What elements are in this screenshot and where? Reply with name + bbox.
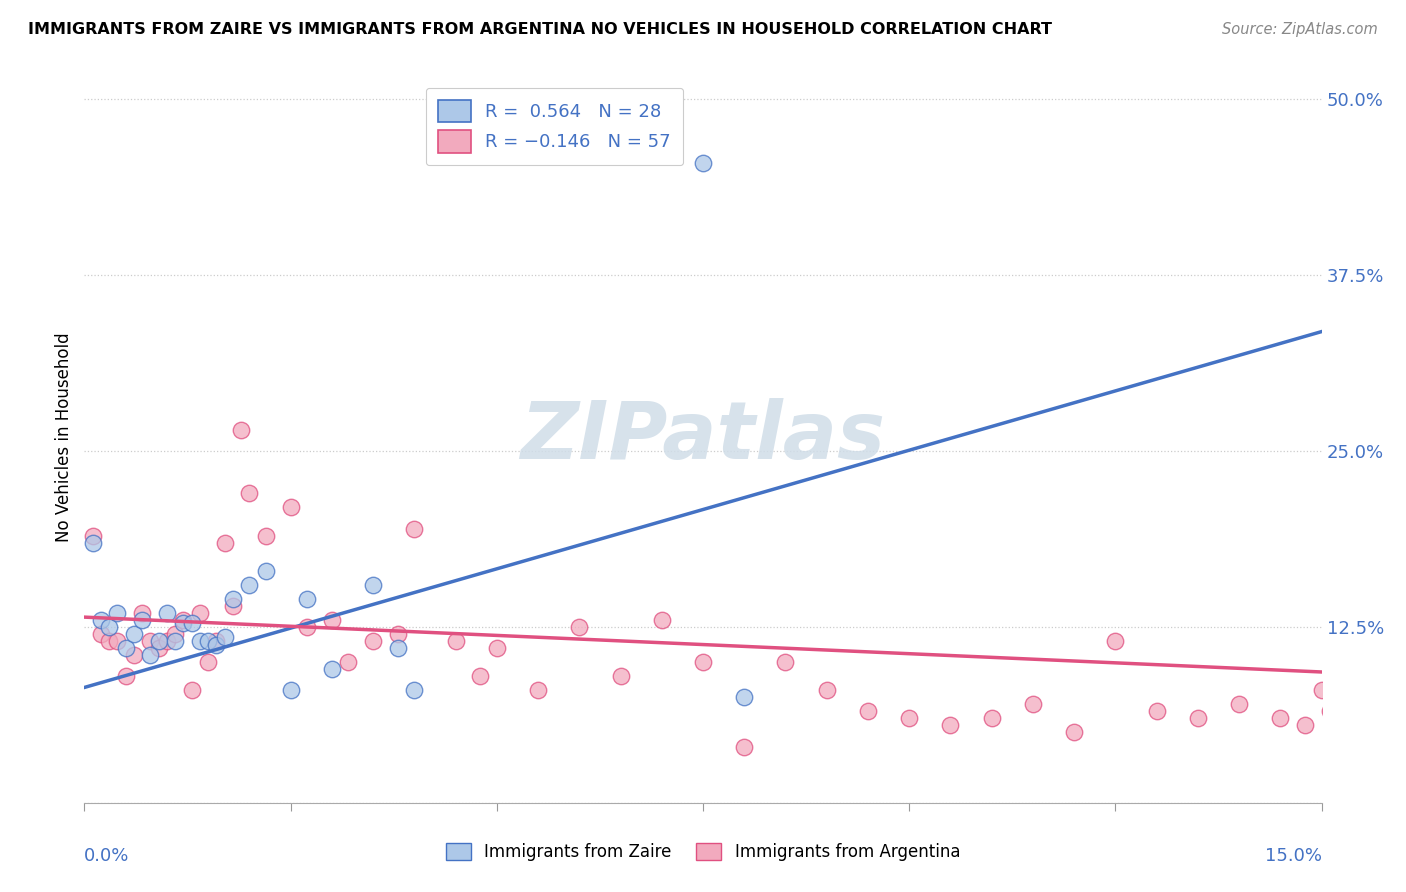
Point [1187, 711, 1209, 725]
Point [1319, 705, 1341, 719]
Point [156, 606, 179, 620]
Point [139, 648, 162, 662]
Point [90, 613, 112, 627]
Point [568, 620, 591, 634]
Point [485, 641, 508, 656]
Point [404, 683, 426, 698]
Point [1227, 698, 1250, 712]
Point [337, 655, 360, 669]
Point [1146, 705, 1168, 719]
Point [98, 634, 121, 648]
Point [280, 500, 302, 515]
Point [105, 634, 128, 648]
Point [733, 739, 755, 754]
Point [651, 613, 673, 627]
Point [148, 641, 170, 656]
Point [1104, 634, 1126, 648]
Point [361, 578, 384, 592]
Text: 15.0%: 15.0% [1264, 847, 1322, 864]
Point [205, 638, 228, 652]
Point [222, 599, 245, 613]
Point [197, 634, 219, 648]
Text: IMMIGRANTS FROM ZAIRE VS IMMIGRANTS FROM ARGENTINA NO VEHICLES IN HOUSEHOLD CORR: IMMIGRANTS FROM ZAIRE VS IMMIGRANTS FROM… [28, 22, 1052, 37]
Point [692, 156, 714, 170]
Point [98, 620, 121, 634]
Point [254, 528, 277, 542]
Point [114, 641, 136, 656]
Point [1022, 698, 1045, 712]
Point [280, 683, 302, 698]
Point [733, 690, 755, 705]
Point [898, 711, 921, 725]
Y-axis label: No Vehicles in Household: No Vehicles in Household [55, 332, 73, 542]
Point [609, 669, 631, 683]
Legend: Immigrants from Zaire, Immigrants from Argentina: Immigrants from Zaire, Immigrants from A… [439, 836, 967, 868]
Point [404, 521, 426, 535]
Point [222, 591, 245, 606]
Point [980, 711, 1002, 725]
Point [148, 634, 170, 648]
Point [205, 634, 228, 648]
Point [238, 578, 260, 592]
Point [856, 705, 879, 719]
Point [105, 606, 128, 620]
Point [214, 630, 236, 644]
Point [82, 528, 104, 542]
Point [139, 634, 162, 648]
Point [1351, 705, 1374, 719]
Point [295, 591, 318, 606]
Point [180, 615, 202, 630]
Point [321, 662, 343, 676]
Point [939, 718, 962, 732]
Point [90, 627, 112, 641]
Point [131, 606, 153, 620]
Point [172, 613, 194, 627]
Point [165, 627, 187, 641]
Point [387, 627, 409, 641]
Point [321, 613, 343, 627]
Point [114, 669, 136, 683]
Point [165, 634, 187, 648]
Point [188, 606, 211, 620]
Point [361, 634, 384, 648]
Point [1270, 711, 1292, 725]
Point [82, 535, 104, 549]
Point [122, 648, 145, 662]
Point [387, 641, 409, 656]
Point [295, 620, 318, 634]
Point [1294, 718, 1316, 732]
Point [229, 423, 252, 437]
Point [188, 634, 211, 648]
Point [254, 564, 277, 578]
Point [1336, 725, 1358, 739]
Point [775, 655, 797, 669]
Point [238, 486, 260, 500]
Text: 0.0%: 0.0% [84, 847, 129, 864]
Point [131, 613, 153, 627]
Point [214, 535, 236, 549]
Point [122, 627, 145, 641]
Point [1327, 655, 1350, 669]
Point [172, 615, 194, 630]
Point [470, 669, 492, 683]
Point [444, 634, 467, 648]
Point [692, 655, 714, 669]
Text: ZIPatlas: ZIPatlas [520, 398, 886, 476]
Point [180, 683, 202, 698]
Point [1310, 683, 1333, 698]
Point [527, 683, 550, 698]
Point [1343, 711, 1365, 725]
Point [197, 655, 219, 669]
Point [1063, 725, 1085, 739]
Point [815, 683, 838, 698]
Point [156, 634, 179, 648]
Text: Source: ZipAtlas.com: Source: ZipAtlas.com [1222, 22, 1378, 37]
